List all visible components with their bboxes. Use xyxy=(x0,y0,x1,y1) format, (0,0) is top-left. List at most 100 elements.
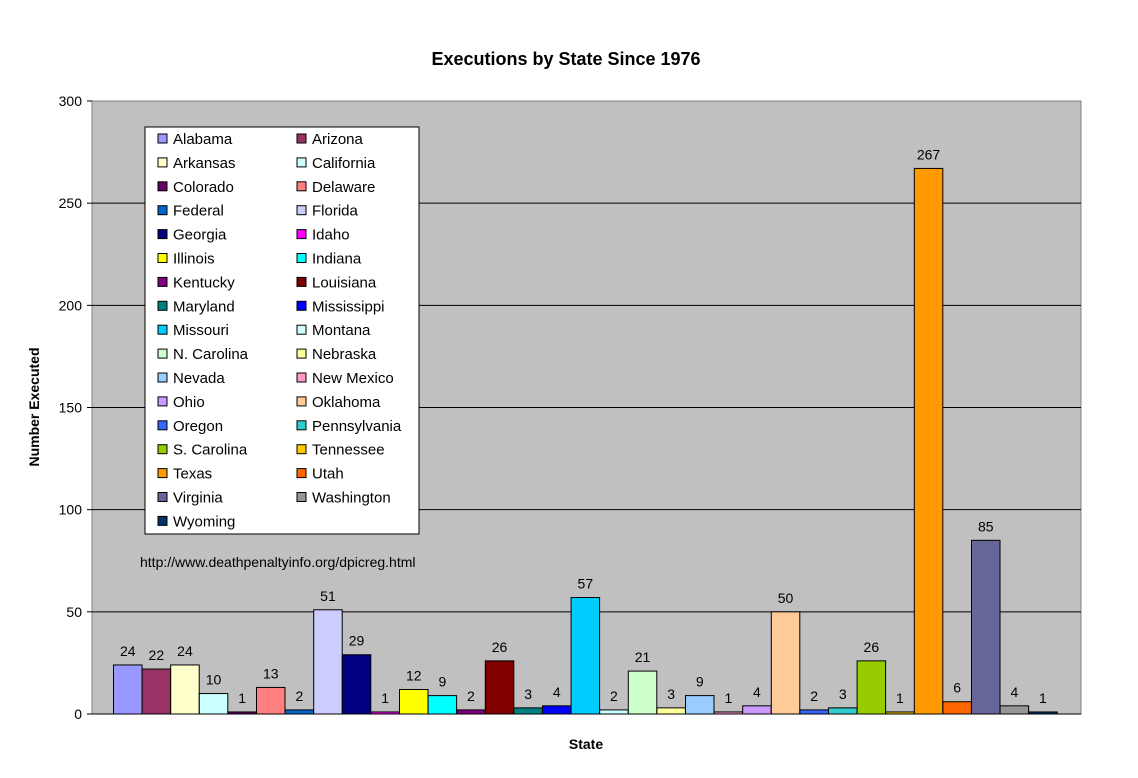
legend-swatch-colorado xyxy=(157,181,168,192)
legend-swatch-arizona xyxy=(296,133,307,144)
legend-label-indiana: Indiana xyxy=(312,251,362,268)
data-label-ohio: 4 xyxy=(753,684,761,700)
data-label-montana: 2 xyxy=(610,688,618,704)
source-url-annotation: http://www.deathpenaltyinfo.org/dpicreg.… xyxy=(140,554,416,570)
legend-swatch-montana xyxy=(296,324,307,335)
legend-label-colorado: Colorado xyxy=(173,179,234,196)
data-label-s-carolina: 26 xyxy=(864,639,880,655)
legend-swatch-florida xyxy=(296,205,307,216)
legend-label-texas: Texas xyxy=(173,466,212,483)
legend-label-california: California xyxy=(312,155,376,172)
data-label-texas: 267 xyxy=(917,146,941,162)
bar-nebraska xyxy=(656,707,686,715)
legend-swatch-idaho xyxy=(296,229,307,240)
legend-swatch-georgia xyxy=(157,229,168,240)
chart-title: Executions by State Since 1976 xyxy=(431,49,700,69)
data-label-washington: 4 xyxy=(1010,684,1018,700)
legend-label-n-carolina: N. Carolina xyxy=(173,346,249,363)
data-label-pennsylvania: 3 xyxy=(839,686,847,702)
bar-delaware xyxy=(256,686,286,715)
legend-swatch-alabama xyxy=(157,133,168,144)
bar-florida xyxy=(313,609,343,715)
legend-swatch-california xyxy=(296,157,307,168)
legend-label-kentucky: Kentucky xyxy=(173,274,235,291)
y-axis-ticks: 0 50 100 150 200 250 300 xyxy=(59,93,92,722)
legend-label-georgia: Georgia xyxy=(173,227,227,244)
legend-label-arkansas: Arkansas xyxy=(173,155,236,172)
legend-swatch-indiana xyxy=(296,253,307,263)
legend-swatch-kentucky xyxy=(157,276,168,287)
legend-swatch-oklahoma xyxy=(296,396,307,407)
bar-illinois xyxy=(399,688,429,715)
legend-label-illinois: Illinois xyxy=(173,251,215,268)
data-label-utah: 6 xyxy=(953,680,961,696)
legend-label-ohio: Ohio xyxy=(173,394,205,411)
bar-georgia xyxy=(341,654,372,715)
data-label-alabama: 24 xyxy=(120,643,136,659)
legend-swatch-washington xyxy=(296,492,307,502)
data-label-n-carolina: 21 xyxy=(635,649,651,665)
bar-washington xyxy=(999,705,1030,715)
legend-label-idaho: Idaho xyxy=(312,227,350,244)
bar-alabama xyxy=(113,664,143,715)
bar-nevada xyxy=(685,695,715,715)
bar-indiana xyxy=(427,695,458,715)
legend-swatch-nebraska xyxy=(296,348,307,359)
legend-label-virginia: Virginia xyxy=(173,490,223,507)
bar-maryland xyxy=(513,707,543,715)
x-axis-title: State xyxy=(569,736,603,752)
data-label-california: 10 xyxy=(206,672,222,688)
data-label-nevada: 9 xyxy=(696,674,704,690)
bar-louisiana xyxy=(484,660,515,715)
bar-arizona xyxy=(141,668,172,715)
data-label-oklahoma: 50 xyxy=(778,590,794,606)
legend-label-nebraska: Nebraska xyxy=(312,346,377,363)
legend-swatch-texas xyxy=(157,468,168,479)
legend-swatch-illinois xyxy=(157,253,168,263)
data-label-georgia: 29 xyxy=(349,633,365,649)
data-label-kentucky: 2 xyxy=(467,688,475,704)
legend-label-mississippi: Mississippi xyxy=(312,298,385,315)
bar-arkansas xyxy=(170,664,200,715)
data-labels: 24 22 24 10 1 13 2 51 29 1 12 9 2 26 3 4 57 2 21 3 9 1 4 50 2 3 26… xyxy=(120,146,1047,706)
data-label-new-mexico: 1 xyxy=(724,690,732,706)
bar-mississippi xyxy=(542,705,572,715)
legend-label-federal: Federal xyxy=(173,203,224,220)
legend-swatch-s-carolina xyxy=(157,444,168,455)
legend-swatch-arkansas xyxy=(157,157,168,168)
legend-swatch-virginia xyxy=(157,492,168,502)
data-label-arkansas: 24 xyxy=(177,643,193,659)
data-label-colorado: 1 xyxy=(238,690,246,706)
legend-label-utah: Utah xyxy=(312,466,344,483)
legend-swatch-federal xyxy=(157,205,168,216)
legend: Alabama Arizona Arkansas California Colorado… xyxy=(157,131,402,530)
legend-label-new-mexico: New Mexico xyxy=(312,370,394,387)
y-tick-label-50: 50 xyxy=(66,604,82,620)
legend-swatch-delaware xyxy=(296,181,307,192)
data-label-delaware: 13 xyxy=(263,665,279,681)
bar-s-carolina xyxy=(856,660,887,715)
legend-swatch-tennessee xyxy=(296,444,307,455)
legend-swatch-mississippi xyxy=(296,300,307,311)
bar-federal xyxy=(284,709,315,715)
legend-label-s-carolina: S. Carolina xyxy=(173,442,248,459)
data-label-missouri: 57 xyxy=(578,576,594,592)
bar-texas xyxy=(913,167,944,715)
legend-swatch-maryland xyxy=(157,300,168,311)
y-tick-label-200: 200 xyxy=(59,297,83,313)
legend-label-nevada: Nevada xyxy=(173,370,225,387)
data-label-illinois: 12 xyxy=(406,667,422,683)
legend-label-montana: Montana xyxy=(312,322,371,339)
data-label-oregon: 2 xyxy=(810,688,818,704)
legend-label-louisiana: Louisiana xyxy=(312,274,377,291)
data-label-indiana: 9 xyxy=(438,674,446,690)
legend-label-tennessee: Tennessee xyxy=(312,442,385,459)
data-label-arizona: 22 xyxy=(149,647,165,663)
legend-swatch-pennsylvania xyxy=(296,420,307,431)
bar-oklahoma xyxy=(770,611,801,715)
legend-label-florida: Florida xyxy=(312,203,359,220)
legend-box xyxy=(144,126,420,535)
legend-label-missouri: Missouri xyxy=(173,322,229,339)
y-tick-label-300: 300 xyxy=(59,93,83,109)
bar-oregon xyxy=(799,709,829,715)
